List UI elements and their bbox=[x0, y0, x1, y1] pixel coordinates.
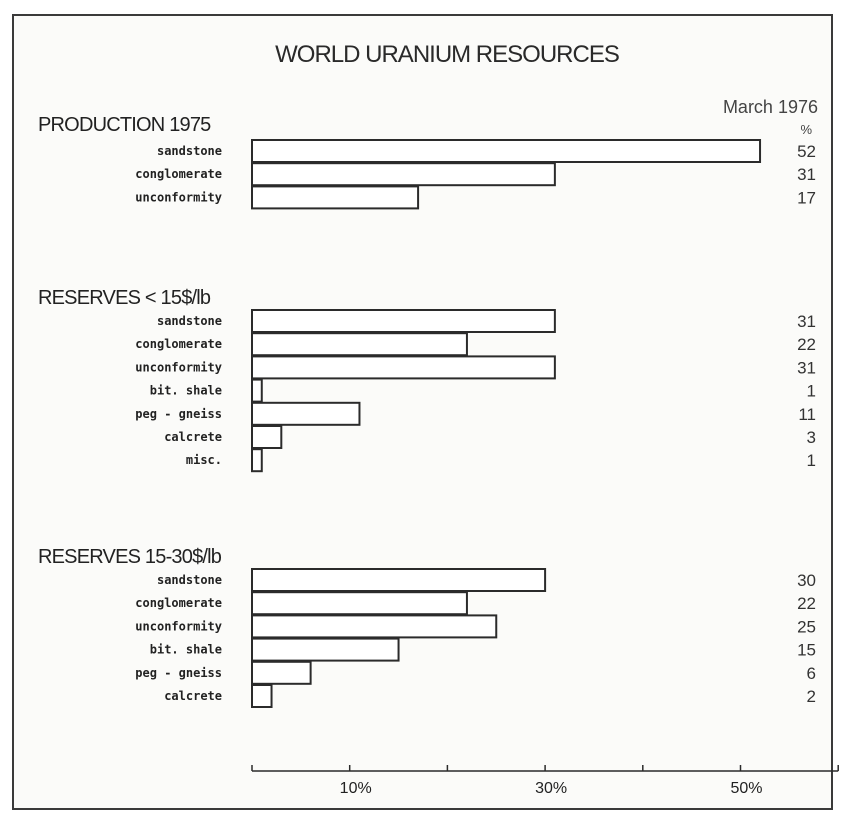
category-label: conglomerate bbox=[135, 167, 222, 181]
bar bbox=[251, 378, 263, 403]
category-label: peg - gneiss bbox=[135, 666, 222, 680]
category-label: conglomerate bbox=[135, 596, 222, 610]
bar bbox=[251, 660, 312, 685]
value-label: 31 bbox=[797, 358, 816, 377]
x-axis: 10% 30% 50% bbox=[251, 765, 839, 797]
chart-title: WORLD URANIUM RESOURCES bbox=[275, 41, 619, 68]
x-tick-label: 50% bbox=[730, 780, 762, 797]
category-label: peg - gneiss bbox=[135, 407, 222, 421]
panel-3: RESERVES 15-30$/lb sandstone 30 conglomerat… bbox=[38, 546, 816, 708]
category-label: misc. bbox=[186, 453, 222, 467]
bar bbox=[251, 614, 498, 639]
bar bbox=[251, 401, 361, 426]
bar bbox=[251, 591, 468, 616]
value-label: 11 bbox=[798, 405, 816, 424]
bar bbox=[251, 139, 762, 163]
bar bbox=[251, 568, 547, 592]
value-label: 30 bbox=[797, 571, 816, 590]
value-unit-label: % bbox=[800, 122, 812, 137]
bar bbox=[251, 637, 400, 662]
bar bbox=[251, 332, 468, 357]
category-label: bit. shale bbox=[150, 384, 222, 398]
category-label: unconformity bbox=[135, 190, 222, 204]
bar bbox=[251, 162, 556, 187]
value-label: 52 bbox=[797, 142, 816, 161]
value-label: 25 bbox=[797, 617, 816, 636]
value-label: 3 bbox=[807, 428, 816, 447]
value-label: 17 bbox=[797, 188, 816, 207]
bar bbox=[251, 684, 273, 708]
value-label: 2 bbox=[807, 687, 816, 706]
category-label: unconformity bbox=[135, 619, 222, 633]
x-tick-label: 10% bbox=[340, 780, 372, 797]
value-label: 31 bbox=[797, 165, 816, 184]
value-label: 6 bbox=[807, 664, 816, 683]
bar bbox=[251, 309, 556, 333]
x-tick-label: 30% bbox=[535, 780, 567, 797]
category-label: calcrete bbox=[164, 430, 222, 444]
panel-title: RESERVES 15-30$/lb bbox=[38, 546, 222, 568]
category-label: sandstone bbox=[157, 314, 222, 328]
chart-subtitle: March 1976 bbox=[723, 97, 818, 117]
category-label: sandstone bbox=[157, 144, 222, 158]
value-label: 22 bbox=[797, 594, 816, 613]
bar bbox=[251, 355, 556, 380]
bar bbox=[251, 425, 283, 449]
panel-title: PRODUCTION 1975 bbox=[38, 114, 211, 136]
value-label: 1 bbox=[807, 382, 816, 401]
category-label: sandstone bbox=[157, 573, 222, 587]
category-label: bit. shale bbox=[150, 643, 222, 657]
value-label: 15 bbox=[797, 641, 816, 660]
panel-1: PRODUCTION 1975 sandstone 52 conglomerate 31… bbox=[38, 114, 816, 210]
bar bbox=[251, 185, 420, 210]
value-label: 22 bbox=[797, 335, 816, 354]
category-label: calcrete bbox=[164, 689, 222, 703]
category-label: conglomerate bbox=[135, 337, 222, 351]
panel-title: RESERVES < 15$/lb bbox=[38, 287, 211, 309]
value-label: 31 bbox=[797, 312, 816, 331]
value-label: 1 bbox=[807, 451, 816, 470]
category-label: unconformity bbox=[135, 360, 222, 374]
bar bbox=[251, 448, 263, 473]
